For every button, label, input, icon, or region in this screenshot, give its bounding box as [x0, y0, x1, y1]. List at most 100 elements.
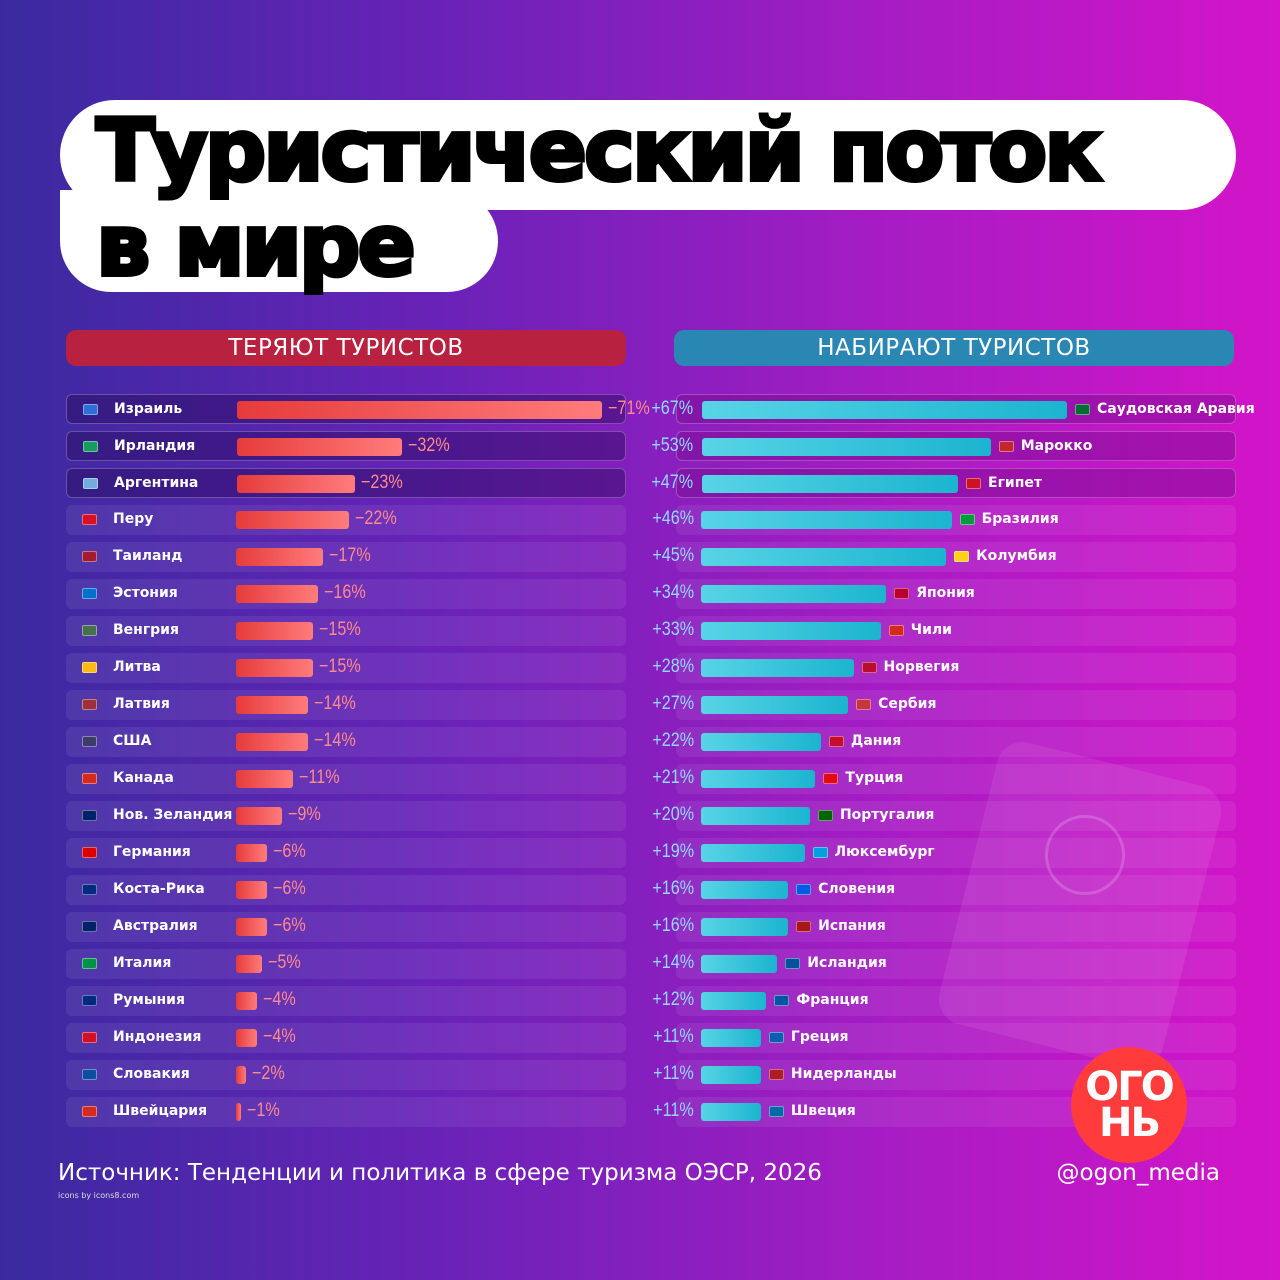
bar-mark [701, 955, 778, 973]
country-label: Румыния [113, 992, 185, 1008]
flag-icon [82, 1032, 97, 1043]
flag-icon [796, 884, 812, 895]
chart-row: +11% Греция [653, 1023, 1236, 1053]
value-label: +20% [652, 804, 694, 825]
globe-icon [1045, 815, 1125, 895]
value-label: +67% [651, 398, 693, 419]
icons-credit: icons by icons8.com [58, 1191, 140, 1200]
logo-text-top: ОГО [1085, 1064, 1174, 1110]
value-label: −6% [272, 878, 306, 899]
chart-row: Австралия −6% [66, 912, 626, 942]
value-label: −1% [247, 1100, 280, 1121]
chart-row: +46% Бразилия [652, 505, 1236, 535]
chart-row: +28% Норвегия [652, 653, 1236, 683]
bar-mark [236, 511, 350, 529]
chart-row: +34% Япония [652, 579, 1236, 609]
value-label: −15% [319, 619, 361, 640]
value-label: +28% [652, 656, 694, 677]
bar-mark [236, 1066, 247, 1084]
country-label: Нов. Зеландия [113, 807, 233, 823]
chart-row: Словакия −2% [66, 1060, 626, 1090]
bar-mark [236, 1029, 257, 1047]
chart-row: Ирландия −32% [66, 431, 626, 461]
page-title-line-2: в мире [94, 196, 418, 296]
value-label: +33% [652, 619, 694, 640]
country-label: Япония [916, 585, 975, 601]
flag-icon [966, 478, 982, 489]
value-label: +47% [651, 472, 693, 493]
flag-icon [812, 847, 828, 858]
chart-row: Литва −15% [66, 653, 626, 683]
country-label: Италия [113, 955, 172, 971]
bar-mark [701, 585, 887, 603]
chart-row: Венгрия −15% [66, 616, 626, 646]
value-label: +16% [652, 878, 694, 899]
chart-row: Швейцария −1% [66, 1097, 626, 1127]
country-label: Дания [850, 733, 902, 749]
logo-text-bottom: НЬ [1099, 1100, 1161, 1146]
flag-icon [828, 736, 844, 747]
flag-icon [82, 1069, 97, 1080]
chart-row: Нов. Зеландия −9% [66, 801, 626, 831]
bar-mark [237, 438, 402, 456]
country-label: Чили [910, 622, 952, 638]
chart-row: Италия −5% [66, 949, 626, 979]
bar-mark [701, 992, 767, 1010]
country-label: Германия [113, 844, 191, 860]
flag-icon [82, 921, 97, 932]
flag-icon [82, 736, 97, 747]
country-label: Швейцария [113, 1103, 208, 1119]
flag-icon [796, 921, 812, 932]
value-label: −5% [267, 952, 301, 973]
flag-icon [998, 441, 1014, 452]
chart-row: +14% Исландия [652, 949, 1236, 979]
chart-row: +47% Египет [651, 468, 1236, 498]
bar-mark [701, 881, 789, 899]
value-label: +22% [652, 730, 694, 751]
chart-row: +12% Франция [652, 986, 1236, 1016]
bar-mark [701, 918, 789, 936]
bar-mark [237, 401, 602, 419]
flag-icon [82, 551, 97, 562]
bar-mark [236, 622, 314, 640]
chart-row: +19% Люксембург [652, 838, 1236, 868]
bar-mark [236, 955, 262, 973]
country-label: Израиль [114, 401, 183, 417]
value-label: −14% [313, 730, 356, 751]
flag-icon [817, 810, 833, 821]
value-label: +16% [652, 915, 694, 936]
flag-icon [768, 1069, 784, 1080]
bar-mark [701, 807, 810, 825]
flag-icon [82, 995, 97, 1006]
country-label: Канада [113, 770, 174, 786]
source-note: Источник: Тенденции и политика в сфере т… [58, 1160, 822, 1186]
country-label: США [113, 733, 152, 749]
chart-row: Германия −6% [66, 838, 626, 868]
gaining-tourists-header: НАБИРАЮТ ТУРИСТОВ [674, 330, 1234, 366]
country-label: Перу [113, 511, 154, 527]
chart-row: +22% Дания [652, 727, 1236, 757]
bar-mark [702, 401, 1067, 419]
flag-icon [959, 514, 975, 525]
flag-icon [82, 662, 97, 673]
value-label: −17% [329, 545, 372, 566]
value-label: +11% [653, 1026, 694, 1047]
value-label: +14% [652, 952, 694, 973]
bar-mark [237, 475, 356, 493]
value-label: −23% [361, 472, 403, 493]
country-label: Марокко [1020, 438, 1093, 454]
chart-row: США −14% [66, 727, 626, 757]
bar-mark [701, 1066, 761, 1084]
bar-mark [701, 511, 952, 529]
chart-row: Израиль −71% [66, 394, 650, 424]
bar-mark [236, 881, 267, 899]
bar-mark [701, 844, 805, 862]
chart-row: +16% Испания [652, 912, 1236, 942]
chart-row: Коста-Рика −6% [66, 875, 626, 905]
country-label: Ирландия [114, 438, 196, 454]
chart-row: +53% Марокко [651, 431, 1236, 461]
value-label: +11% [653, 1100, 694, 1121]
flag-icon [82, 625, 97, 636]
country-label: Франция [796, 992, 869, 1008]
flag-icon [82, 884, 97, 895]
